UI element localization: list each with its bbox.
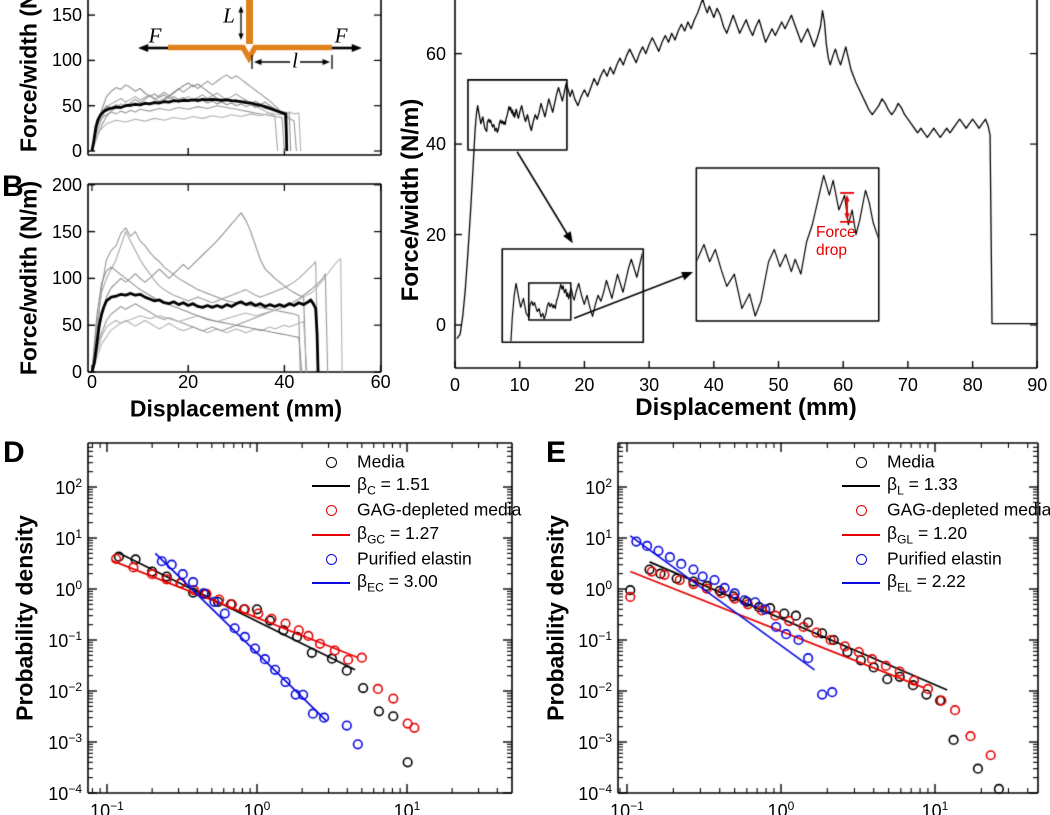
legend-marker-circle — [326, 457, 337, 468]
legend-line-sample — [842, 485, 880, 487]
y-tick-label: 10−4 — [578, 782, 612, 804]
x-tick-label: 101 — [393, 799, 421, 815]
y-tick-label: 150 — [51, 221, 82, 242]
x-tick-label: 0 — [86, 372, 98, 392]
legend-label: Media — [887, 451, 935, 472]
y-tick-label: 60 — [425, 43, 446, 64]
y-tick-label: 150 — [51, 5, 82, 26]
y-tick-label: 100 — [585, 578, 612, 600]
diagram-notch-length-label: l — [290, 48, 300, 73]
panel-b-ylabel: Force/wdith (N/m) — [15, 180, 42, 376]
x-tick-label: 70 — [897, 375, 918, 395]
diagram-force-label-right: F — [334, 23, 348, 48]
x-tick-label: 100 — [767, 799, 795, 815]
legend-line-sample — [842, 582, 880, 584]
legend-line-sample — [312, 582, 350, 584]
legend-marker-circle — [856, 457, 867, 468]
x-tick-label: 20 — [178, 372, 199, 392]
y-tick-label: 200 — [51, 174, 82, 195]
legend-beta-label: βEC = 3.00 — [357, 570, 438, 595]
panel-c-ylabel: Force/width (N/m) — [397, 98, 424, 302]
y-tick-label: 10−1 — [578, 629, 612, 651]
legend-label: GAG-depleted media — [357, 499, 522, 520]
x-tick-label: 101 — [921, 799, 949, 815]
panel-a-ylabel: Force/width (N/m) — [15, 0, 42, 153]
panel-b-letter: B — [2, 170, 24, 203]
legend-label: Purified elastin — [357, 548, 472, 569]
y-tick-label: 100 — [55, 578, 82, 600]
legend-marker-circle — [856, 505, 867, 516]
legend-beta-label: βEL = 2.22 — [887, 570, 966, 595]
diagram-length-label: L — [223, 3, 235, 28]
y-tick-label: 100 — [51, 268, 82, 289]
x-tick-label: 10−1 — [90, 799, 124, 815]
y-tick-label: 50 — [61, 315, 82, 336]
legend-marker-circle — [856, 554, 867, 565]
y-tick-label: 0 — [435, 315, 446, 335]
y-tick-label: 0 — [71, 362, 82, 382]
x-tick-label: 100 — [243, 799, 271, 815]
x-tick-label: 10−1 — [610, 799, 644, 815]
legend-label: Purified elastin — [887, 548, 1002, 569]
legend-label: GAG-depleted media — [887, 499, 1050, 520]
panel-d-letter: D — [3, 436, 25, 469]
y-tick-label: 101 — [55, 527, 82, 549]
legend-beta-label: βGC = 1.27 — [357, 522, 440, 547]
x-tick-label: 10 — [509, 375, 530, 395]
y-tick-label: 0 — [71, 141, 82, 161]
force-drop-annotation-line1: Force — [816, 224, 856, 241]
x-tick-label: 90 — [1027, 375, 1048, 395]
panel-b-xlabel: Displacement (mm) — [129, 395, 343, 422]
x-tick-label: 40 — [274, 372, 295, 392]
y-tick-label: 10−4 — [48, 782, 82, 804]
x-tick-label: 20 — [574, 375, 595, 395]
legend-label: Media — [357, 451, 405, 472]
y-tick-label: 40 — [425, 134, 446, 155]
panel-c-xlabel: Displacement (mm) — [635, 394, 857, 421]
legend-line-sample — [312, 534, 350, 536]
legend-line-sample — [842, 534, 880, 536]
panel-e-ylabel: Probability density — [542, 515, 569, 721]
y-tick-label: 10−2 — [48, 680, 82, 702]
panel-e-letter: E — [546, 436, 567, 469]
y-tick-label: 100 — [51, 50, 82, 71]
legend-marker-circle — [326, 554, 337, 565]
y-tick-label: 101 — [585, 527, 612, 549]
legend-beta-label: βGL = 1.20 — [887, 522, 968, 547]
y-tick-label: 102 — [585, 476, 612, 498]
x-tick-label: 40 — [703, 375, 724, 395]
y-tick-label: 50 — [61, 95, 82, 116]
panel-d-ylabel: Probability density — [11, 515, 38, 721]
diagram-force-label-left: F — [148, 23, 162, 48]
x-tick-label: 0 — [449, 375, 461, 395]
legend-beta-label: βL = 1.33 — [887, 473, 958, 498]
x-tick-label: 30 — [639, 375, 660, 395]
y-tick-label: 10−1 — [48, 629, 82, 651]
legend-beta-label: βC = 1.51 — [357, 473, 430, 498]
y-tick-label: 102 — [55, 476, 82, 498]
x-tick-label: 50 — [768, 375, 789, 395]
x-tick-label: 60 — [833, 375, 854, 395]
y-tick-label: 10−3 — [48, 731, 82, 753]
force-drop-annotation-line2: drop — [816, 242, 848, 259]
legend-marker-circle — [326, 505, 337, 516]
x-tick-label: 80 — [962, 375, 983, 395]
y-tick-label: 10−3 — [578, 731, 612, 753]
y-tick-label: 20 — [425, 224, 446, 245]
x-tick-label: 60 — [370, 372, 391, 392]
y-tick-label: 10−2 — [578, 680, 612, 702]
legend-line-sample — [312, 485, 350, 487]
